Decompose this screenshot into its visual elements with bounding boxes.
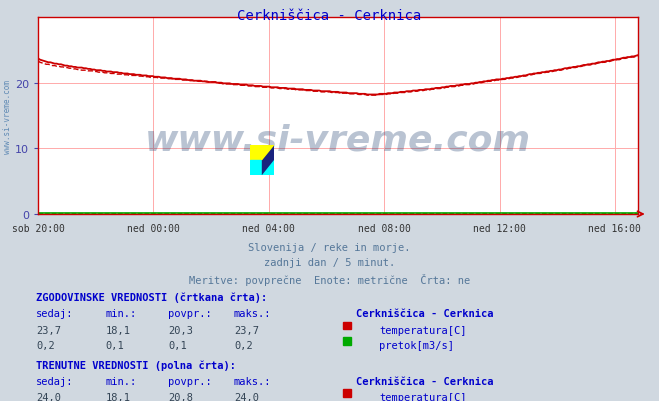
Text: Slovenija / reke in morje.: Slovenija / reke in morje. xyxy=(248,243,411,253)
Text: 24,0: 24,0 xyxy=(234,392,259,401)
Text: 20,3: 20,3 xyxy=(168,325,193,335)
Text: pretok[m3/s]: pretok[m3/s] xyxy=(379,340,454,350)
Text: temperatura[C]: temperatura[C] xyxy=(379,325,467,335)
Polygon shape xyxy=(262,146,273,175)
Text: 23,7: 23,7 xyxy=(234,325,259,335)
Polygon shape xyxy=(250,146,262,160)
Text: 0,2: 0,2 xyxy=(234,340,252,350)
Text: sedaj:: sedaj: xyxy=(36,309,74,319)
Text: sedaj:: sedaj: xyxy=(36,376,74,386)
Text: 0,1: 0,1 xyxy=(105,340,124,350)
Text: 23,7: 23,7 xyxy=(36,325,61,335)
Polygon shape xyxy=(262,160,273,175)
Polygon shape xyxy=(250,160,262,175)
Text: Cerkniščica - Cerknica: Cerkniščica - Cerknica xyxy=(237,9,422,23)
Text: ned 12:00: ned 12:00 xyxy=(473,223,526,233)
Text: ned 08:00: ned 08:00 xyxy=(358,223,411,233)
Text: maks.:: maks.: xyxy=(234,376,272,386)
Text: Meritve: povprečne  Enote: metrične  Črta: ne: Meritve: povprečne Enote: metrične Črta:… xyxy=(189,273,470,285)
Text: povpr.:: povpr.: xyxy=(168,309,212,319)
Text: min.:: min.: xyxy=(105,309,136,319)
Text: www.si-vreme.com: www.si-vreme.com xyxy=(145,123,531,157)
Text: 18,1: 18,1 xyxy=(105,392,130,401)
Text: maks.:: maks.: xyxy=(234,309,272,319)
Text: Cerkniščica - Cerknica: Cerkniščica - Cerknica xyxy=(356,376,494,386)
Text: ned 16:00: ned 16:00 xyxy=(588,223,641,233)
Polygon shape xyxy=(250,146,262,160)
Text: ned 00:00: ned 00:00 xyxy=(127,223,180,233)
Text: ZGODOVINSKE VREDNOSTI (črtkana črta):: ZGODOVINSKE VREDNOSTI (črtkana črta): xyxy=(36,292,268,303)
Text: temperatura[C]: temperatura[C] xyxy=(379,392,467,401)
Text: 24,0: 24,0 xyxy=(36,392,61,401)
Text: zadnji dan / 5 minut.: zadnji dan / 5 minut. xyxy=(264,258,395,268)
Text: sob 20:00: sob 20:00 xyxy=(12,223,65,233)
Text: min.:: min.: xyxy=(105,376,136,386)
Text: ned 04:00: ned 04:00 xyxy=(243,223,295,233)
Text: 18,1: 18,1 xyxy=(105,325,130,335)
Text: Cerkniščica - Cerknica: Cerkniščica - Cerknica xyxy=(356,309,494,319)
Text: TRENUTNE VREDNOSTI (polna črta):: TRENUTNE VREDNOSTI (polna črta): xyxy=(36,360,236,370)
Text: povpr.:: povpr.: xyxy=(168,376,212,386)
Text: 0,2: 0,2 xyxy=(36,340,55,350)
Text: 20,8: 20,8 xyxy=(168,392,193,401)
Polygon shape xyxy=(250,160,262,175)
Polygon shape xyxy=(262,146,273,160)
Text: 0,1: 0,1 xyxy=(168,340,186,350)
Text: www.si-vreme.com: www.si-vreme.com xyxy=(3,79,13,153)
